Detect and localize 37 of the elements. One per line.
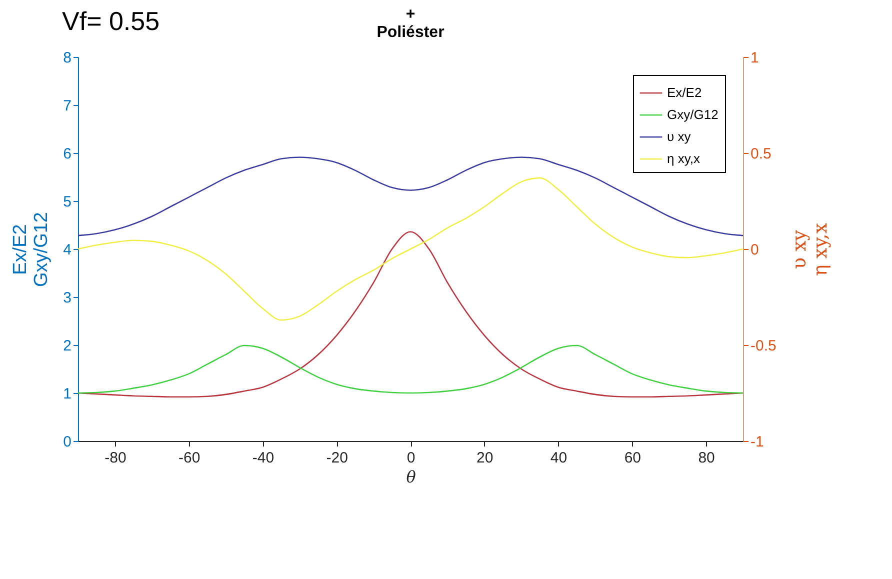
x-tick-label: 20 bbox=[476, 450, 494, 466]
legend-label: υ xy bbox=[667, 129, 692, 144]
y-tick-label: 5 bbox=[63, 194, 72, 210]
y-tick-label: 0 bbox=[63, 434, 72, 450]
x-axis-title: θ bbox=[406, 468, 416, 486]
legend-label: η xy,x bbox=[667, 151, 700, 166]
y-tick-label: 2 bbox=[63, 338, 72, 354]
y-tick-label: 3 bbox=[63, 290, 72, 306]
line-series bbox=[77, 156, 744, 236]
y-axis-title: Ex/E2 Gxy/G12 bbox=[10, 212, 52, 287]
x-tick-label: -80 bbox=[104, 450, 126, 466]
chart-title: + bbox=[406, 6, 416, 23]
line-series bbox=[77, 177, 744, 321]
x-tick-label: -20 bbox=[326, 450, 348, 466]
x-tick-label: 40 bbox=[550, 450, 568, 466]
y2-tick-label: 1 bbox=[750, 50, 759, 66]
y-tick-label: 4 bbox=[63, 242, 72, 258]
x-tick-label: -40 bbox=[252, 450, 274, 466]
legend-label: Ex/E2 bbox=[667, 85, 702, 100]
y-tick-label: 1 bbox=[63, 386, 72, 402]
x-tick-label: 0 bbox=[406, 450, 416, 466]
y2-axis-title: υ xy η xy,x bbox=[788, 222, 832, 276]
y2-tick-label: -1 bbox=[750, 434, 764, 450]
y-tick-label: 7 bbox=[63, 98, 72, 114]
y2-tick-label: 0 bbox=[750, 242, 759, 258]
x-tick-label: -60 bbox=[178, 450, 200, 466]
text: Vf= 0.55 bbox=[62, 6, 160, 37]
y2-tick-label: 0.5 bbox=[750, 146, 772, 162]
legend-label: Gxy/G12 bbox=[667, 107, 718, 122]
chart-subtitle: Poliéster bbox=[376, 24, 444, 41]
x-tick-label: 60 bbox=[624, 450, 642, 466]
x-tick-label: 80 bbox=[698, 450, 715, 466]
line-series bbox=[77, 344, 744, 394]
line-series bbox=[77, 231, 744, 398]
y2-tick-label: -0.5 bbox=[750, 338, 776, 354]
y-tick-label: 8 bbox=[63, 50, 72, 66]
y-tick-label: 6 bbox=[63, 146, 72, 162]
